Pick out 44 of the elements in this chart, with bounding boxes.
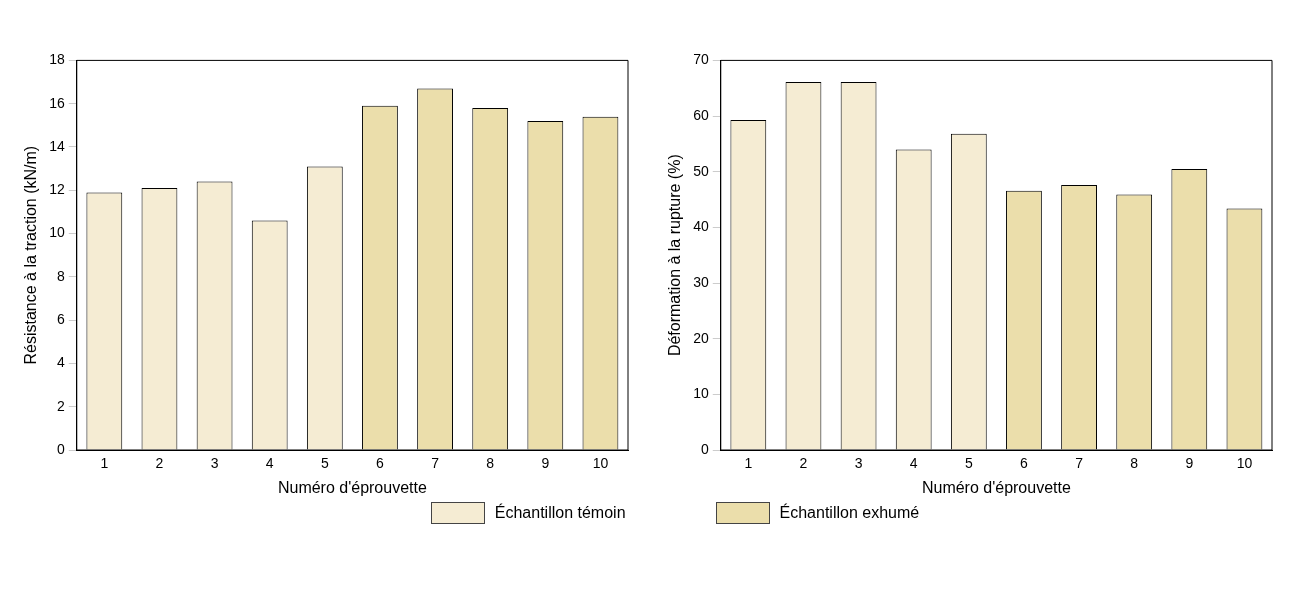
y-tick-label: 20 xyxy=(693,329,709,346)
y-tick-label: 12 xyxy=(49,181,65,198)
y-tick-label: 30 xyxy=(693,273,709,290)
y-tick-label: 16 xyxy=(49,94,65,111)
y-tick-label: 50 xyxy=(693,162,709,179)
x-tick-label: 2 xyxy=(155,455,164,472)
y-tick-label: 0 xyxy=(56,440,65,457)
x-tick-label: 10 xyxy=(1236,455,1253,472)
x-tick-label: 5 xyxy=(964,455,973,472)
legend-label: Échantillon exhumé xyxy=(779,504,920,522)
y-tick-label: 70 xyxy=(693,51,709,68)
y-tick-label: 0 xyxy=(700,440,709,457)
y-tick-label: 40 xyxy=(693,218,709,235)
x-tick-label: 2 xyxy=(799,455,808,472)
x-tick-label: 9 xyxy=(1185,455,1194,472)
x-tick-label: 3 xyxy=(210,455,219,472)
x-tick-label: 7 xyxy=(1075,455,1084,472)
x-tick-label: 4 xyxy=(909,455,918,472)
x-tick-label: 1 xyxy=(100,455,109,472)
x-tick-label: 8 xyxy=(486,455,495,472)
y-tick-label: 18 xyxy=(49,51,65,68)
x-tick-label: 1 xyxy=(744,455,753,472)
y-tick-label: 4 xyxy=(56,354,65,371)
x-tick-label: 6 xyxy=(1020,455,1029,472)
x-tick-label: 10 xyxy=(592,455,609,472)
y-tick-label: 10 xyxy=(49,224,65,241)
y-axis-title: Déformation à la rupture (%) xyxy=(666,154,684,357)
y-tick-label: 60 xyxy=(693,106,709,123)
x-tick-label: 6 xyxy=(376,455,385,472)
x-tick-label: 7 xyxy=(431,455,440,472)
x-tick-label: 4 xyxy=(265,455,274,472)
y-axis-title: Résistance à la traction (kN/m) xyxy=(22,145,40,365)
y-tick-label: 2 xyxy=(56,397,65,414)
y-tick-label: 8 xyxy=(56,267,65,284)
y-tick-label: 6 xyxy=(56,310,65,327)
legend-label: Échantillon témoin xyxy=(494,504,626,522)
y-tick-label: 10 xyxy=(693,385,709,402)
x-tick-label: 5 xyxy=(320,455,329,472)
y-tick-label: 14 xyxy=(49,137,65,154)
x-tick-label: 9 xyxy=(541,455,550,472)
x-tick-label: 3 xyxy=(854,455,863,472)
x-axis-title: Numéro d'éprouvette xyxy=(277,478,427,496)
x-axis-title: Numéro d'éprouvette xyxy=(921,478,1071,496)
x-tick-label: 8 xyxy=(1130,455,1139,472)
